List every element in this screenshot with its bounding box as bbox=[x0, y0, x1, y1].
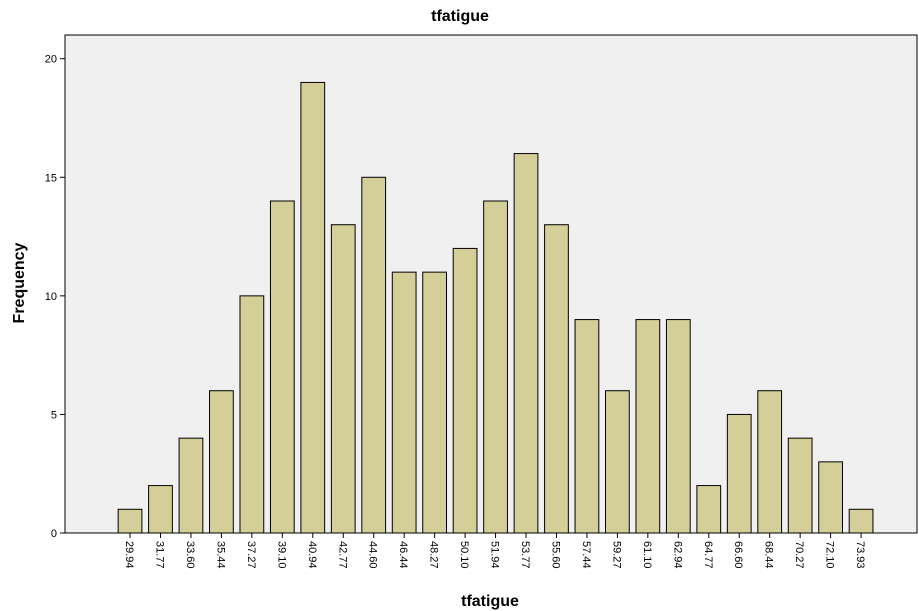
y-tick-label: 0 bbox=[51, 528, 57, 540]
x-tick-label: 53.77 bbox=[519, 541, 531, 569]
bar bbox=[178, 437, 204, 534]
x-tick-label: 66.60 bbox=[732, 541, 744, 569]
x-tick-label: 29.94 bbox=[123, 541, 135, 569]
x-tick-label: 37.27 bbox=[245, 541, 257, 569]
bar bbox=[757, 390, 783, 534]
bar bbox=[605, 390, 630, 534]
x-tick-label: 55.60 bbox=[549, 541, 561, 569]
x-tick-label: 59.27 bbox=[610, 541, 622, 569]
bar bbox=[513, 153, 539, 534]
x-tick-label: 70.27 bbox=[793, 541, 805, 569]
x-tick-label: 46.44 bbox=[397, 541, 409, 569]
bar bbox=[422, 271, 448, 534]
x-tick-label: 42.77 bbox=[336, 541, 348, 569]
bar bbox=[574, 319, 600, 534]
bar bbox=[330, 224, 356, 534]
bar bbox=[269, 200, 295, 534]
x-tick-label: 31.77 bbox=[153, 541, 165, 569]
y-axis-label: Frequency bbox=[11, 242, 28, 323]
bar bbox=[239, 295, 265, 534]
bar bbox=[148, 485, 173, 534]
x-tick-label: 62.94 bbox=[671, 541, 683, 569]
x-tick-label: 44.60 bbox=[367, 541, 379, 569]
bar bbox=[696, 485, 722, 534]
x-axis-label: tfatigue bbox=[461, 593, 519, 610]
x-tick-label: 48.27 bbox=[428, 541, 440, 569]
x-tick-label: 39.10 bbox=[275, 541, 287, 569]
bar bbox=[818, 461, 843, 534]
y-tick-label: 10 bbox=[45, 291, 57, 303]
bar bbox=[452, 247, 478, 534]
x-tick-label: 72.10 bbox=[824, 541, 836, 569]
bar bbox=[391, 271, 417, 534]
x-tick-label: 35.44 bbox=[214, 541, 226, 569]
x-tick-label: 64.77 bbox=[702, 541, 714, 569]
x-tick-label: 40.94 bbox=[306, 541, 318, 569]
y-tick-label: 15 bbox=[45, 172, 57, 184]
bar bbox=[787, 437, 813, 534]
x-tick-label: 50.10 bbox=[458, 541, 470, 569]
bar bbox=[361, 176, 387, 534]
x-tick-label: 33.60 bbox=[184, 541, 196, 569]
x-tick-label: 51.94 bbox=[489, 541, 501, 569]
bar bbox=[117, 508, 143, 534]
x-tick-label: 68.44 bbox=[763, 541, 775, 569]
bar bbox=[300, 81, 326, 534]
x-tick-label: 57.44 bbox=[580, 541, 592, 569]
x-tick-label: 61.10 bbox=[641, 541, 653, 569]
y-tick-label: 5 bbox=[51, 409, 57, 421]
bar bbox=[726, 413, 752, 534]
x-tick-label: 73.93 bbox=[854, 541, 866, 569]
bar bbox=[209, 390, 234, 534]
chart-title: tfatigue bbox=[431, 8, 489, 25]
y-tick-label: 20 bbox=[45, 54, 57, 66]
bar bbox=[665, 319, 691, 534]
bar bbox=[635, 319, 661, 534]
bar bbox=[848, 508, 874, 534]
bar bbox=[483, 200, 508, 534]
bar bbox=[544, 224, 569, 534]
